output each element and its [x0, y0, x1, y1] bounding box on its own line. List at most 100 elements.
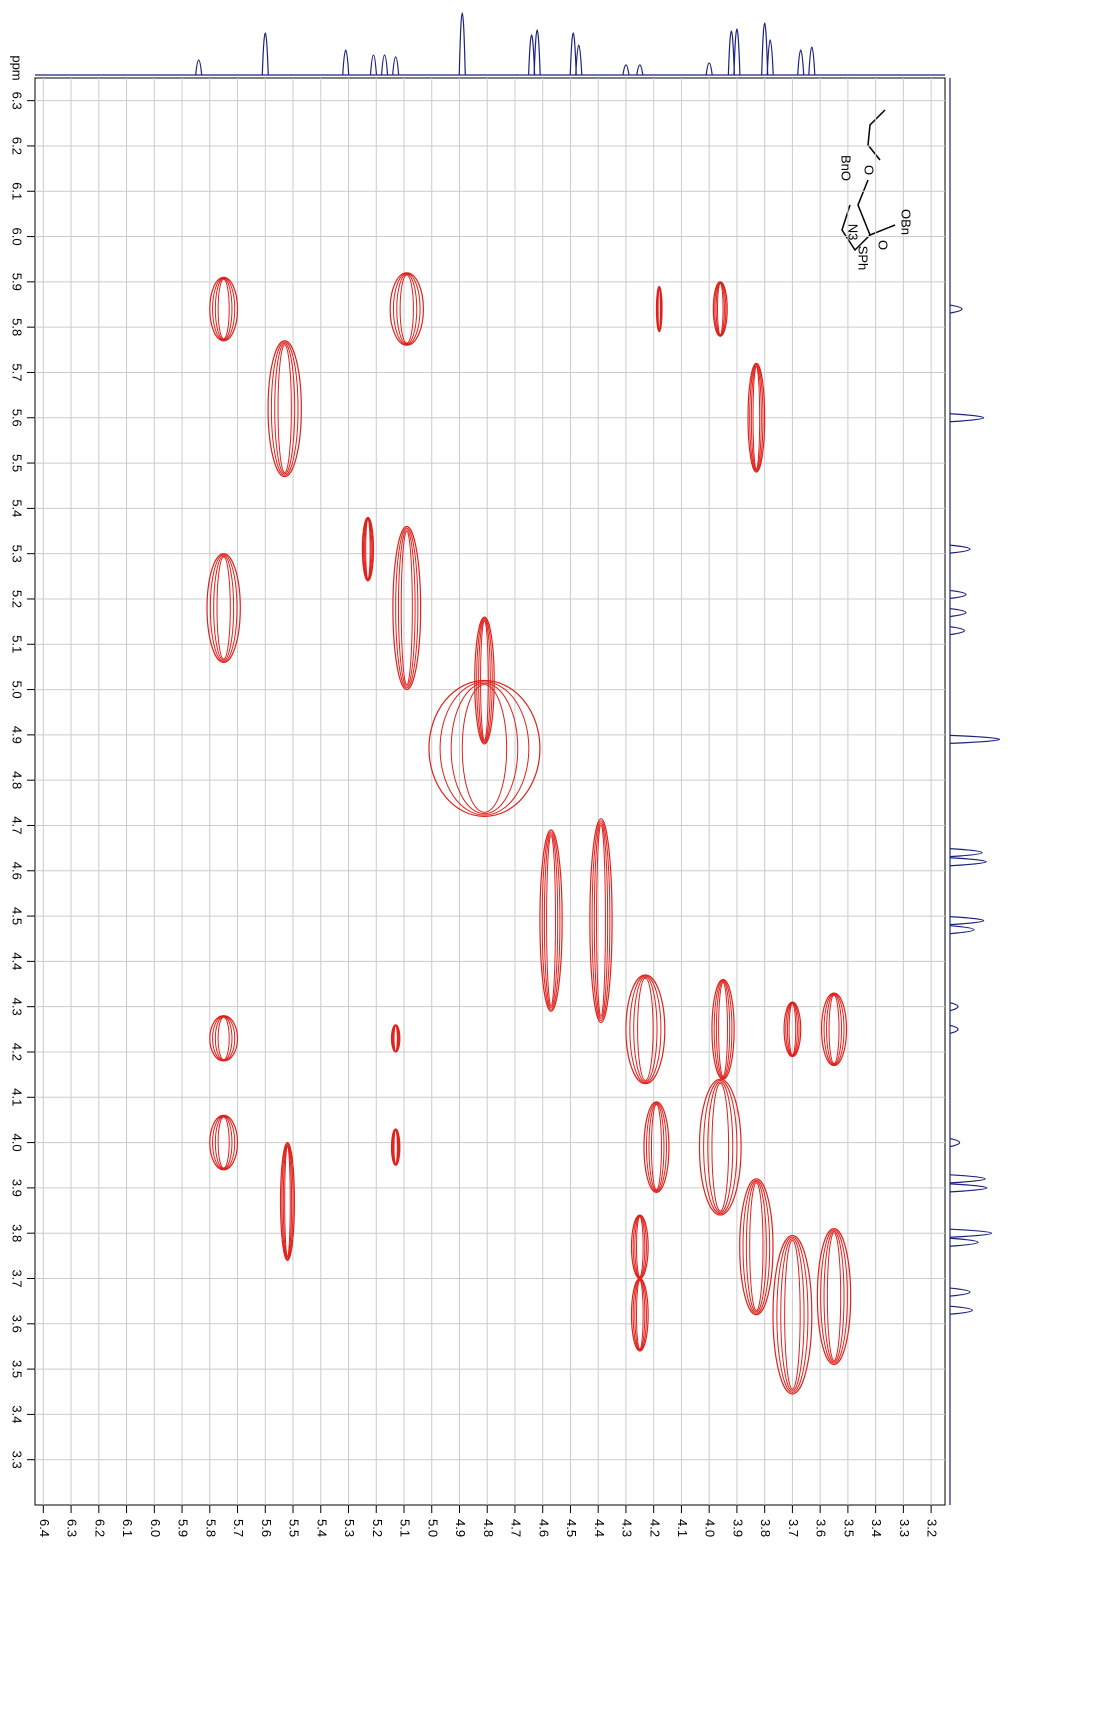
cross-peak: [712, 281, 728, 337]
contour-level: [596, 824, 606, 1017]
top-trace-peak: [569, 32, 577, 76]
y-tick-label: 3.5: [10, 1360, 25, 1378]
contour-level: [396, 273, 418, 345]
contour-level: [393, 1129, 398, 1165]
top-trace-peak: [342, 49, 350, 76]
cross-peak: [816, 1228, 852, 1366]
cross-peak: [361, 516, 375, 582]
y-tick-label: 5.0: [10, 681, 25, 699]
cross-peak: [711, 978, 735, 1080]
contour-level: [828, 994, 840, 1064]
contour-level: [213, 555, 235, 661]
top-trace-peak: [808, 46, 816, 76]
top-trace-peak: [727, 30, 735, 76]
top-trace-peak: [369, 54, 378, 76]
cross-peak: [209, 276, 239, 342]
x-tick-label: 6.3: [65, 1519, 80, 1537]
contour-level: [543, 833, 559, 1009]
cross-peak: [739, 1178, 774, 1316]
contour-level: [541, 831, 561, 1010]
x-tick-label: 5.7: [231, 1519, 246, 1537]
contour-level: [591, 820, 611, 1021]
top-trace-peak: [705, 62, 713, 76]
x-tick-label: 3.4: [869, 1519, 884, 1537]
right-trace-peak: [949, 1305, 973, 1315]
x-tick-label: 6.2: [92, 1519, 107, 1537]
contour-level: [637, 977, 654, 1081]
contour-level: [711, 1082, 730, 1212]
right-trace-peak: [949, 1228, 992, 1238]
top-trace-peak: [380, 54, 389, 76]
structure-label: SPh: [856, 246, 871, 271]
x-tick-label: 5.0: [425, 1519, 440, 1537]
top-trace-peak: [761, 22, 769, 76]
cross-peak: [820, 992, 848, 1067]
y-tick-label: 3.7: [10, 1269, 25, 1287]
contour-level: [270, 341, 299, 476]
contour-level: [745, 1181, 767, 1313]
x-tick-label: 3.5: [841, 1519, 856, 1537]
x-tick-label: 4.3: [620, 1519, 635, 1537]
contour-level: [281, 1143, 294, 1260]
right-trace-peak: [949, 1002, 959, 1012]
top-trace-peak: [533, 29, 541, 76]
contour-level: [749, 1182, 764, 1312]
contour-level: [752, 366, 761, 470]
y-tick-label: 3.4: [10, 1405, 25, 1423]
cross-peak: [643, 1101, 670, 1194]
x-tick-label: 6.1: [120, 1519, 135, 1537]
contour-level: [397, 529, 416, 687]
ring: [841, 179, 871, 252]
x-tick-label: 5.6: [259, 1519, 274, 1537]
contour-level: [365, 518, 371, 580]
y-tick-label: 5.8: [10, 318, 25, 336]
right-trace-peak: [949, 857, 987, 867]
contour-level: [546, 834, 556, 1007]
contour-level: [820, 1229, 848, 1364]
y-tick-label: 3.8: [10, 1224, 25, 1242]
contour-level: [216, 556, 231, 660]
plot-frame: [34, 77, 946, 1506]
cross-peak: [428, 679, 541, 818]
x-tick-label: 3.8: [758, 1519, 773, 1537]
cross-peak: [390, 1024, 401, 1053]
cross-peak: [267, 340, 302, 478]
cross-peak: [539, 829, 563, 1012]
contour-level: [650, 1104, 662, 1191]
top-trace-peak: [733, 28, 741, 76]
contour-level: [703, 1080, 738, 1215]
right-trace-peak: [949, 1138, 961, 1148]
contour-level: [450, 682, 519, 815]
contour-level: [786, 1002, 798, 1056]
y-tick-label: 5.4: [10, 499, 25, 517]
x-tick-label: 5.4: [314, 1519, 329, 1537]
x-tick-label: 4.7: [509, 1519, 524, 1537]
contour-level: [826, 1232, 842, 1361]
contour-level: [749, 363, 764, 472]
right-trace-peak: [949, 1174, 986, 1184]
contour-level: [214, 1115, 233, 1170]
right-trace-peak: [949, 1287, 971, 1297]
cross-peak: [474, 616, 495, 745]
right-trace-peak: [949, 848, 983, 858]
top-trace-peak: [195, 59, 203, 76]
x-tick-label: 6.4: [37, 1519, 52, 1537]
contour-level: [362, 517, 373, 581]
structure-label: O: [876, 240, 891, 250]
cross-peak: [625, 974, 666, 1085]
y-tick-label: 5.7: [10, 363, 25, 381]
structure-label: OBn: [899, 209, 914, 235]
x-tick-label: 5.3: [342, 1519, 357, 1537]
y-tick-label: 3.9: [10, 1179, 25, 1197]
contour-level: [635, 1216, 644, 1278]
cross-peak: [655, 285, 663, 333]
top-trace-peak: [636, 64, 644, 76]
y-tick-label: 4.8: [10, 771, 25, 789]
contour-level: [635, 1280, 644, 1350]
y-tick-label: 4.0: [10, 1134, 25, 1152]
contour-level: [633, 976, 658, 1083]
contour-level: [634, 1279, 646, 1351]
x-tick-label: 4.5: [564, 1519, 579, 1537]
x-tick-label: 4.6: [536, 1519, 551, 1537]
